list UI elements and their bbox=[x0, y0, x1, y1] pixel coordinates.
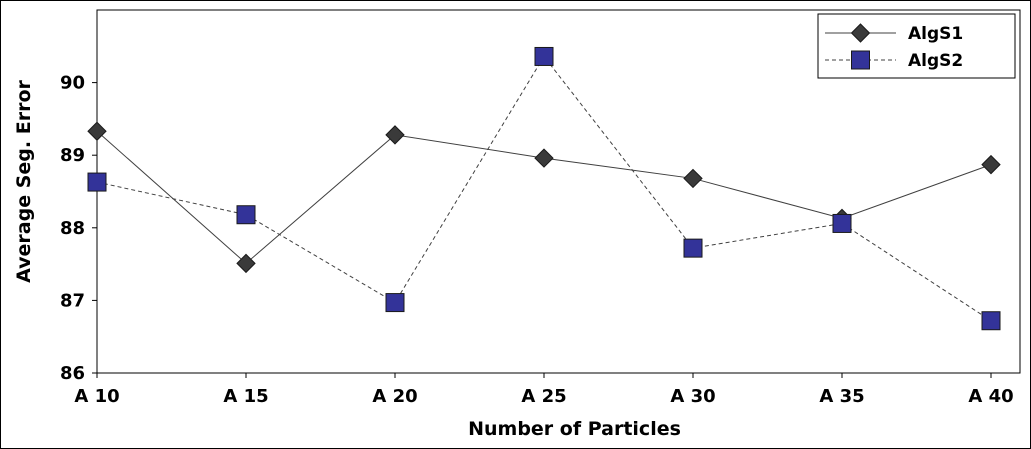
legend-box bbox=[817, 13, 1016, 79]
x-tick-label: A 25 bbox=[521, 386, 566, 407]
data-point-algs1 bbox=[534, 148, 554, 168]
data-point-algs2 bbox=[385, 293, 405, 313]
data-point-algs1 bbox=[981, 154, 1001, 175]
data-point-algs1 bbox=[385, 125, 405, 145]
y-tick-label: 88 bbox=[60, 218, 85, 239]
y-tick-label: 90 bbox=[60, 73, 85, 94]
x-tick-label: A 40 bbox=[968, 386, 1013, 407]
x-axis-title: Number of Particles bbox=[468, 418, 681, 440]
data-point-algs1 bbox=[683, 168, 703, 189]
data-point-algs2 bbox=[87, 172, 107, 192]
legend-marker-algs1 bbox=[850, 23, 871, 43]
y-axis: 86 87 88 89 90 bbox=[60, 73, 97, 384]
data-point-algs2 bbox=[832, 213, 852, 233]
data-point-algs2 bbox=[236, 205, 256, 225]
x-tick-label: A 10 bbox=[74, 386, 119, 407]
y-tick-label: 87 bbox=[60, 290, 85, 311]
y-tick-label: 86 bbox=[60, 363, 85, 384]
x-tick-label: A 35 bbox=[819, 386, 864, 407]
x-tick-label: A 20 bbox=[372, 386, 417, 407]
x-tick-label: A 30 bbox=[670, 386, 715, 407]
legend-label-algs1: AlgS1 bbox=[908, 24, 963, 44]
series-layer bbox=[87, 46, 1001, 331]
y-axis-title: Average Seg. Error bbox=[13, 80, 35, 283]
y-tick-label: 89 bbox=[60, 145, 85, 166]
series-algs2 bbox=[87, 46, 1001, 331]
legend: AlgS1 AlgS2 bbox=[817, 13, 1016, 79]
x-axis: A 10 A 15 A 20 A 25 A 30 A 35 A 40 bbox=[74, 373, 1014, 407]
data-point-algs2 bbox=[534, 46, 554, 66]
data-point-algs1 bbox=[87, 121, 107, 141]
legend-marker-algs2 bbox=[851, 50, 870, 70]
data-point-algs1 bbox=[236, 253, 256, 274]
data-point-algs2 bbox=[981, 311, 1001, 331]
legend-label-algs2: AlgS2 bbox=[908, 51, 963, 71]
data-point-algs2 bbox=[683, 238, 703, 258]
x-tick-label: A 15 bbox=[223, 386, 268, 407]
